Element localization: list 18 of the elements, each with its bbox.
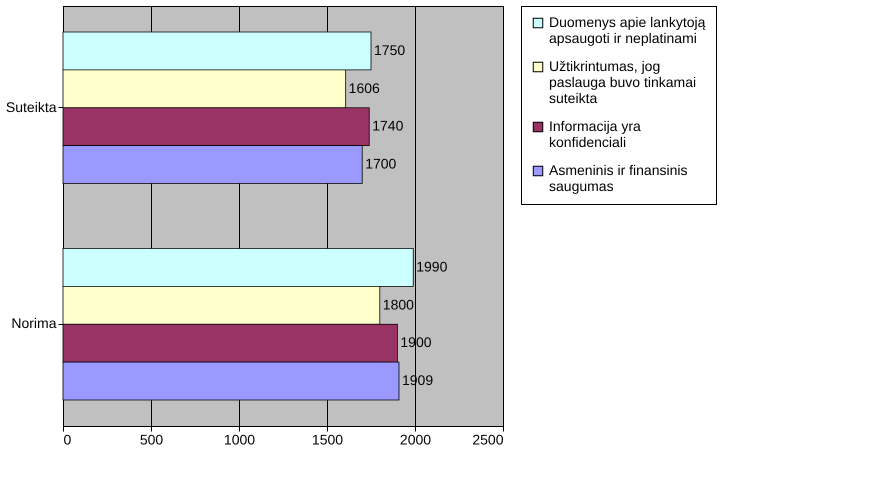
data-label: 1990 [416,258,448,274]
x-tick-label: 0 [64,432,72,448]
legend-label: Informacija yra konfidenciali [549,118,642,150]
x-tick-label: 2000 [400,432,432,448]
x-tick-label: 500 [140,432,164,448]
y-tick-label: Suteikta [6,98,57,115]
data-label: 1606 [348,80,380,96]
legend-label: Užtikrintumas, jog paslauga buvo tinkamai suteikta [549,58,696,106]
data-label: 1700 [365,156,397,172]
x-tick-label: 2500 [472,432,504,448]
data-label: 1740 [372,118,404,134]
data-label: 1800 [382,296,414,312]
data-label: 1750 [374,42,406,58]
x-tick-label: 1000 [224,432,256,448]
x-tick-label: 1500 [312,432,344,448]
y-tick-label: Norima [11,315,57,332]
legend-label: Asmeninis ir finansinis saugumas [549,162,688,194]
legend-label: Duomenys apie lankytoją apsaugoti ir neplatinami [549,14,706,46]
